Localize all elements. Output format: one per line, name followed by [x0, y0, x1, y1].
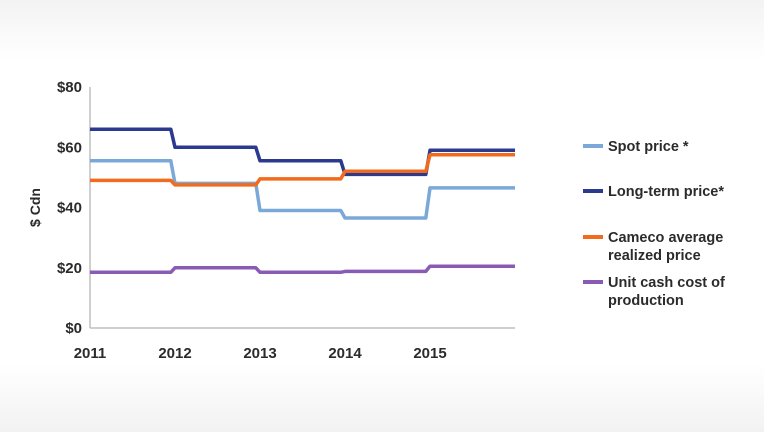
legend: Spot price * Long-term price* Cameco avera… — [583, 139, 725, 309]
y-tick-label: $20 — [57, 260, 82, 277]
x-tick-label: 2012 — [158, 345, 191, 362]
y-axis-label: $ Cdn — [27, 188, 43, 227]
series-lines — [90, 127, 515, 275]
y-tick-label: $80 — [57, 79, 82, 96]
legend-label: Long-term price* — [608, 184, 724, 200]
x-tick-labels: 2011 2012 2013 2014 2015 — [74, 345, 447, 362]
x-tick-label: 2014 — [328, 345, 362, 362]
x-tick-label: 2013 — [243, 345, 276, 362]
series-line — [90, 127, 515, 177]
series-line — [90, 264, 515, 275]
series-line — [90, 159, 515, 220]
x-tick-label: 2011 — [74, 345, 107, 362]
legend-label: Cameco average realized price — [608, 230, 723, 264]
legend-label: Spot price * — [608, 139, 689, 155]
series-line — [90, 153, 515, 187]
y-tick-label: $0 — [65, 320, 82, 337]
y-tick-label: $40 — [57, 200, 82, 217]
legend-label: Unit cash cost of production — [608, 275, 725, 309]
axes — [89, 87, 515, 329]
y-tick-labels: $0 $20 $40 $60 $80 — [57, 79, 82, 337]
x-tick-label: 2015 — [413, 345, 446, 362]
y-tick-label: $60 — [57, 139, 82, 156]
